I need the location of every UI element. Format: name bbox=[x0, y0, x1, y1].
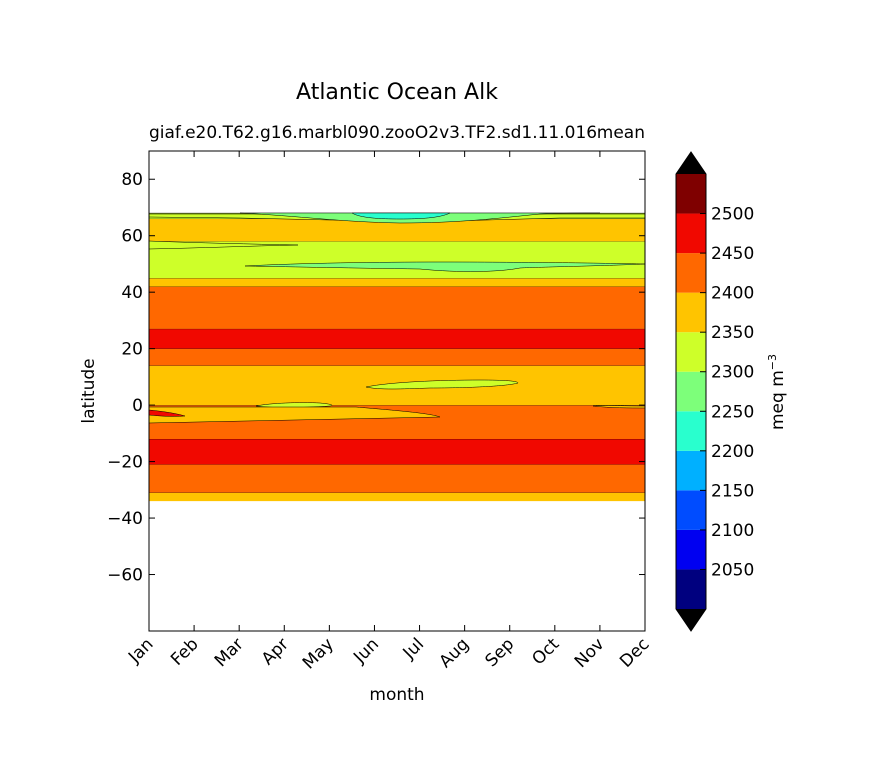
contour-band-2400-2450 bbox=[149, 348, 645, 366]
colorbar-swatch-2100-2150 bbox=[676, 490, 706, 530]
y-tick-label: 60 bbox=[121, 227, 143, 247]
y-tick-label: −60 bbox=[107, 566, 143, 586]
x-tick-label-jun: Jun bbox=[349, 634, 383, 668]
colorbar-tick-label: 2250 bbox=[711, 402, 754, 422]
contour-bands bbox=[149, 212, 645, 502]
contour-band-2350-2400 bbox=[149, 278, 645, 287]
colorbar-swatch-2500-2550 bbox=[676, 174, 706, 214]
contour-2300-pocket-7n bbox=[365, 379, 519, 390]
colorbar-ticks: 2050 2100 2150 2200 2250 2300 2350 2400 2450 2500 bbox=[700, 205, 754, 580]
contour-band-2300-2350 bbox=[149, 241, 645, 279]
contour-band-2400-2450 bbox=[149, 464, 645, 493]
contour-2300-wedge-55n bbox=[149, 240, 299, 250]
x-tick-label-oct: Oct bbox=[528, 634, 563, 669]
y-tick-label: −40 bbox=[107, 509, 143, 529]
plot-area bbox=[149, 151, 645, 631]
colorbar-outline bbox=[675, 151, 707, 632]
colorbar-tick-label: 2300 bbox=[711, 363, 754, 383]
y-tick-label: 40 bbox=[121, 283, 143, 303]
colorbar-extend-max bbox=[676, 152, 706, 174]
colorbar-tick-label: 2500 bbox=[711, 205, 754, 225]
y-tick-label: 20 bbox=[121, 340, 143, 360]
y-axis-ticks: 80 60 40 20 0 −20 −40 −60 bbox=[107, 170, 645, 586]
y-axis-label: latitude bbox=[79, 358, 99, 423]
contour-band-2450-2500 bbox=[149, 439, 645, 465]
contour-band-2350-2400 bbox=[149, 218, 645, 242]
contour-2350-east-tongue bbox=[592, 405, 645, 409]
colorbar-swatch-2200-2250 bbox=[676, 411, 706, 451]
contour-2350-edge-eq bbox=[149, 406, 441, 424]
contour-band-2350-2400 bbox=[149, 492, 645, 502]
colorbar-swatch-2400-2450 bbox=[676, 253, 706, 293]
chart-subtitle-left: giaf.e20.T62.g16.marbl090.zooO2v3.TF2.sd… bbox=[149, 123, 597, 143]
contour-2250-patch-48n bbox=[244, 261, 645, 272]
colorbar-extend-min bbox=[676, 609, 706, 631]
colorbar-label: meq m−3 bbox=[766, 354, 788, 430]
colorbar bbox=[675, 151, 707, 632]
x-tick-label-dec: Dec bbox=[616, 634, 653, 671]
contour-features bbox=[149, 212, 645, 424]
colorbar-swatch-2000-2050 bbox=[676, 569, 706, 609]
chart-title: Atlantic Ocean Alk bbox=[296, 80, 498, 105]
x-tick-label-jul: Jul bbox=[399, 634, 428, 663]
x-tick-label-sep: Sep bbox=[481, 634, 518, 671]
colorbar-tick-label: 2200 bbox=[711, 442, 754, 462]
x-axis-label: month bbox=[369, 685, 424, 705]
colorbar-swatch-2450-2500 bbox=[676, 213, 706, 254]
x-tick-label-may: May bbox=[299, 634, 338, 673]
colorbar-swatch-2250-2300 bbox=[676, 371, 706, 412]
colorbar-tick-label: 2100 bbox=[711, 521, 754, 541]
y-tick-label: 80 bbox=[121, 170, 143, 190]
colorbar-tick-label: 2350 bbox=[711, 323, 754, 343]
colorbar-swatch-2050-2100 bbox=[676, 529, 706, 570]
x-tick-label-feb: Feb bbox=[167, 634, 202, 669]
colorbar-tick-label: 2050 bbox=[711, 560, 754, 580]
y-tick-label: −20 bbox=[107, 453, 143, 473]
colorbar-swatch-2350-2400 bbox=[676, 292, 706, 333]
x-tick-label-apr: Apr bbox=[258, 634, 293, 669]
colorbar-swatch-2300-2350 bbox=[676, 332, 706, 372]
chart-subtitle-right: mean bbox=[597, 123, 645, 143]
colorbar-label-exponent: −3 bbox=[766, 354, 779, 370]
contour-band-2400-2450 bbox=[149, 286, 645, 329]
y-tick-label: 0 bbox=[132, 396, 143, 416]
colorbar-tick-label: 2450 bbox=[711, 244, 754, 264]
colorbar-swatch-2150-2200 bbox=[676, 450, 706, 491]
contour-band-2450-2500 bbox=[149, 328, 645, 349]
x-tick-label-aug: Aug bbox=[436, 634, 474, 672]
plot-frame bbox=[148, 150, 646, 632]
colorbar-tick-label: 2150 bbox=[711, 481, 754, 501]
colorbar-label-unit: meq m bbox=[768, 370, 788, 430]
x-tick-label-jan: Jan bbox=[124, 634, 157, 667]
colorbar-tick-label: 2400 bbox=[711, 284, 754, 304]
x-tick-label-nov: Nov bbox=[571, 634, 609, 672]
contour-2200-north-edge bbox=[351, 212, 451, 220]
x-tick-label-mar: Mar bbox=[211, 634, 248, 671]
contour-2450-west-tongue bbox=[149, 409, 186, 417]
